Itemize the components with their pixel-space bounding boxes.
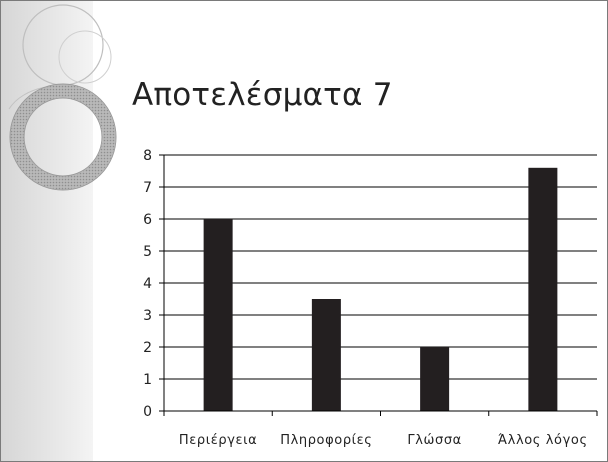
slide-title: Αποτελέσματα 7 [132,77,393,113]
y-tick-label-3: 3 [143,308,152,324]
x-tick-label-2: Γλώσσα [407,433,461,448]
slide-side-band [1,1,93,461]
bar-1 [311,299,341,411]
chart-axes [159,154,598,416]
bar-3 [528,167,558,411]
y-tick-label-2: 2 [143,340,152,356]
chart-bars [203,167,558,411]
chart-x-tick-labels: Περιέργεια Πληροφορίες Γλώσσα Άλλος λόγος [179,433,588,448]
y-tick-label-7: 7 [143,180,152,196]
y-tick-label-0: 0 [143,404,152,420]
bar-0 [203,219,233,411]
chart-y-tick-labels: 0 1 2 3 4 5 6 7 8 [143,148,152,420]
x-tick-label-3: Άλλος λόγος [498,433,588,448]
x-tick-label-1: Πληροφορίες [280,433,372,448]
y-tick-label-6: 6 [143,212,152,228]
y-tick-label-4: 4 [143,276,152,292]
y-tick-label-8: 8 [143,148,152,164]
y-tick-label-5: 5 [143,244,152,260]
x-tick-label-0: Περιέργεια [179,433,257,448]
chart-gridlines [164,154,597,380]
bar-2 [420,347,450,411]
y-tick-label-1: 1 [143,372,152,388]
ring-ornament-icon [8,4,117,191]
